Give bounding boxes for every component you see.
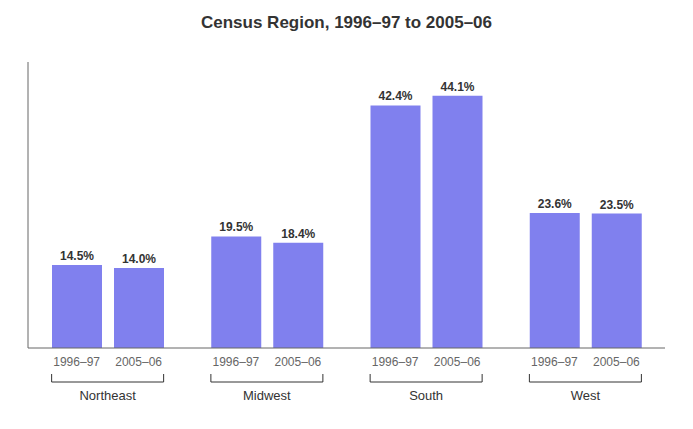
svg-text:14.5%: 14.5% [60, 249, 94, 263]
svg-text:23.5%: 23.5% [600, 198, 634, 212]
svg-text:2005–06: 2005–06 [434, 355, 481, 369]
svg-text:42.4%: 42.4% [378, 89, 412, 103]
svg-text:1996–97: 1996–97 [213, 355, 260, 369]
svg-text:23.6%: 23.6% [538, 197, 572, 211]
svg-text:44.1%: 44.1% [440, 80, 474, 94]
svg-text:Northeast: Northeast [79, 388, 136, 403]
svg-text:Midwest: Midwest [243, 388, 291, 403]
svg-text:2005–06: 2005–06 [275, 355, 322, 369]
svg-text:1996–97: 1996–97 [372, 355, 419, 369]
svg-text:1996–97: 1996–97 [531, 355, 578, 369]
svg-text:South: South [409, 388, 443, 403]
html-text:Census Region, 1996–97 to 2005: Census Region, 1996–97 to 2005–06 [201, 13, 492, 32]
svg-text:18.4%: 18.4% [281, 227, 315, 241]
svg-text:1996–97: 1996–97 [53, 355, 100, 369]
svg-text:14.0%: 14.0% [122, 252, 156, 266]
svg-text:2005–06: 2005–06 [115, 355, 162, 369]
svg-text:19.5%: 19.5% [219, 220, 253, 234]
svg-text:2005–06: 2005–06 [593, 355, 640, 369]
svg-text:West: West [571, 388, 601, 403]
